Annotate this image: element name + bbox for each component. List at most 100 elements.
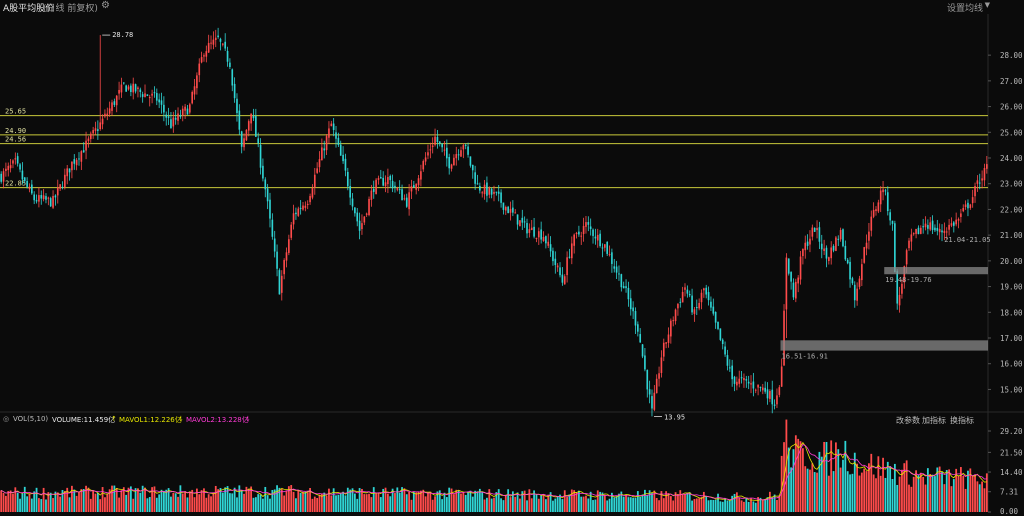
volume-bar xyxy=(552,500,554,512)
candle-body xyxy=(731,365,733,380)
volume-bar xyxy=(335,495,337,512)
volume-bar xyxy=(926,468,929,512)
price-axis: 15.00 16.00 17.00 18.00 19.00 20.00 21.00 22.00… xyxy=(988,51,1023,394)
candle-body xyxy=(177,113,179,121)
candle-body xyxy=(934,227,936,231)
volume-bar xyxy=(601,492,604,512)
volume-bar xyxy=(804,466,807,512)
price-tick-label: 26.00 xyxy=(1000,103,1023,112)
volume-bar xyxy=(92,490,95,512)
candle-body xyxy=(318,159,321,168)
candle-body xyxy=(957,219,960,221)
candle-body xyxy=(632,307,634,312)
volume-bar xyxy=(806,468,809,512)
mavol1-line xyxy=(1,441,987,501)
volume-bar xyxy=(125,494,128,512)
volume-bar xyxy=(28,493,31,512)
switch-indicator-button[interactable]: 换指标 xyxy=(950,416,974,425)
candle-body xyxy=(695,307,698,309)
candle-body xyxy=(842,229,844,247)
candle-body xyxy=(861,264,863,281)
candle-body xyxy=(101,118,104,125)
volume-bar xyxy=(809,469,811,512)
volume-bar xyxy=(740,500,743,512)
candle-body xyxy=(410,186,413,192)
volume-bar xyxy=(681,493,684,512)
candle-body xyxy=(759,386,762,388)
candle-body xyxy=(349,186,351,198)
chevron-down-icon[interactable]: ▼ xyxy=(984,1,990,9)
candle-body xyxy=(346,171,349,187)
candle-body xyxy=(761,387,764,391)
volume-bar xyxy=(702,491,705,512)
volume-bar xyxy=(693,499,696,512)
add-indicator-button[interactable]: 加指标 xyxy=(922,416,946,425)
volume-bar xyxy=(361,488,363,512)
volume-bar xyxy=(934,476,936,512)
candle-body xyxy=(884,190,887,192)
candle-body xyxy=(344,158,347,171)
volume-bar xyxy=(575,492,578,512)
price-level-label: 25.65 xyxy=(5,108,26,116)
candle-body xyxy=(530,227,533,231)
candle-body xyxy=(877,202,880,212)
candle-body xyxy=(111,102,113,111)
candle-body xyxy=(132,83,135,93)
candle-body xyxy=(231,69,234,86)
ma-settings-button[interactable]: 设置均线 xyxy=(946,4,983,14)
volume-bar xyxy=(403,488,406,512)
candle-body xyxy=(578,231,580,235)
arrow-down-icon: ↓ xyxy=(245,415,251,423)
volume-bar xyxy=(389,496,392,512)
candle-body xyxy=(165,114,168,118)
candle-body xyxy=(422,161,425,170)
candle-body xyxy=(313,174,316,188)
volume-bar xyxy=(905,460,908,512)
volume-bar xyxy=(431,499,434,512)
volume-bar xyxy=(684,494,686,512)
price-tick-label: 23.00 xyxy=(1000,180,1023,189)
volume-bar xyxy=(106,493,109,512)
candle-body xyxy=(519,220,521,227)
candle-body xyxy=(858,278,861,287)
candle-body xyxy=(512,207,514,213)
volume-bar xyxy=(967,470,969,512)
candle-body xyxy=(280,275,283,293)
volume-bar xyxy=(344,495,347,512)
volume-bar xyxy=(181,493,184,512)
volume-bar xyxy=(544,499,547,512)
volume-bar xyxy=(323,492,326,512)
candle-body xyxy=(728,367,731,369)
candle-body xyxy=(441,143,443,148)
gear-icon[interactable]: ⚙ xyxy=(101,0,110,11)
candle-body xyxy=(288,239,290,253)
annotation-label: 28.78 xyxy=(112,31,133,39)
volume-bar xyxy=(229,493,231,512)
volume-bar xyxy=(115,488,118,512)
volume-bar xyxy=(73,489,76,512)
candle-body xyxy=(356,212,359,222)
candle-body xyxy=(719,328,722,340)
vol-eye-icon[interactable]: ◎ xyxy=(3,415,10,423)
candle-body xyxy=(167,116,170,118)
candle-body xyxy=(94,128,97,131)
volume-bar xyxy=(132,498,135,512)
change-params-button[interactable]: 改参数 xyxy=(896,416,920,425)
candle-body xyxy=(188,104,191,113)
candle-body xyxy=(276,251,278,269)
mavol1-value: MAVOL1:12.226亿 xyxy=(119,416,182,424)
candle-body xyxy=(269,199,271,219)
candle-body xyxy=(820,243,823,250)
candle-body xyxy=(12,160,14,164)
candle-body xyxy=(250,113,252,124)
candle-body xyxy=(358,220,361,231)
candle-body xyxy=(714,311,717,323)
volume-bar xyxy=(68,497,71,512)
volume-bar xyxy=(938,466,941,512)
volume-bar xyxy=(660,491,663,512)
volume-bar xyxy=(620,491,623,512)
volume-bar xyxy=(976,481,979,512)
candle-body xyxy=(618,273,620,275)
volume-bar xyxy=(549,492,552,512)
